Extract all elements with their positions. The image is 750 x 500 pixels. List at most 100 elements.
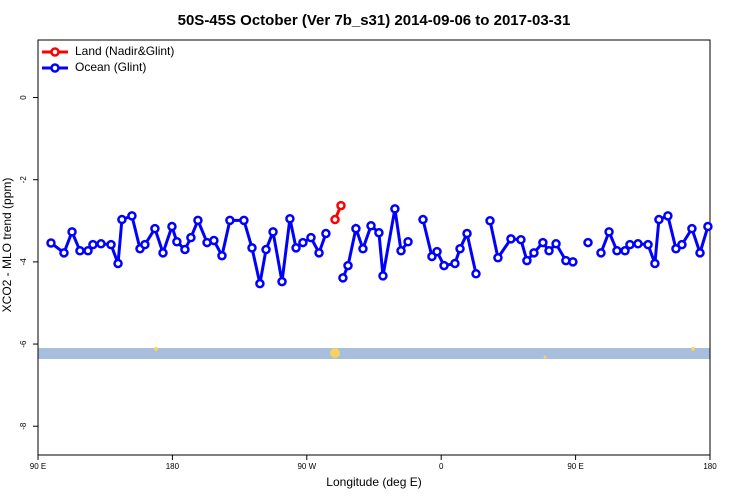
point <box>671 243 681 254</box>
point <box>247 243 257 253</box>
point <box>663 211 673 221</box>
land-spot <box>154 347 158 351</box>
point <box>330 214 340 225</box>
point <box>471 269 481 279</box>
legend-marker <box>50 47 60 57</box>
land-spot <box>330 348 340 358</box>
land-spot <box>691 347 695 351</box>
point <box>390 204 400 214</box>
point <box>291 243 301 253</box>
legend-label: Land (Nadir&Glint) <box>75 44 174 58</box>
y-tick-label: -8 <box>19 422 28 430</box>
point <box>583 237 593 248</box>
point <box>516 234 526 245</box>
point <box>604 227 614 237</box>
point <box>336 200 346 211</box>
legend-label: Ocean (Glint) <box>75 60 146 74</box>
point <box>544 246 554 256</box>
point <box>96 239 106 249</box>
point <box>633 239 643 249</box>
x-tick-label: 90 W <box>297 462 316 471</box>
point <box>186 232 196 243</box>
point <box>677 239 687 250</box>
point <box>209 235 219 246</box>
y-tick-label: 0 <box>19 95 28 100</box>
point <box>239 215 249 226</box>
point <box>172 236 182 247</box>
point <box>298 237 308 248</box>
land-spot <box>543 355 547 359</box>
point <box>321 228 331 239</box>
point <box>650 258 660 269</box>
point <box>455 243 465 254</box>
chart-title: 50S-45S October (Ver 7b_s31) 2014-09-06 … <box>178 12 571 29</box>
point <box>450 258 460 269</box>
point <box>67 227 77 237</box>
point <box>158 248 168 258</box>
x-tick-label: 180 <box>166 462 180 471</box>
point <box>378 271 388 281</box>
point <box>127 211 137 221</box>
point <box>396 246 406 256</box>
point <box>522 255 532 266</box>
point <box>75 246 85 256</box>
y-tick-label: -6 <box>19 340 28 348</box>
point <box>343 260 353 271</box>
point <box>625 239 635 250</box>
point <box>462 228 472 239</box>
y-tick-label: -4 <box>19 258 28 266</box>
point <box>366 220 376 231</box>
point <box>432 246 442 257</box>
point <box>374 227 384 238</box>
point <box>88 239 98 250</box>
point <box>106 239 116 250</box>
point <box>59 248 69 258</box>
point <box>529 248 539 258</box>
x-tick-label: 90 E <box>567 462 583 471</box>
x-tick-label: 180 <box>703 462 717 471</box>
point <box>117 214 127 225</box>
point <box>277 276 287 287</box>
y-tick-label: -2 <box>19 176 28 184</box>
map-strip <box>38 348 710 359</box>
point <box>654 214 664 225</box>
point <box>418 214 428 225</box>
point <box>403 236 413 247</box>
point <box>485 216 495 226</box>
point <box>46 238 56 248</box>
point <box>193 215 203 226</box>
point <box>314 248 324 258</box>
point <box>180 244 190 255</box>
x-tick-label: 90 E <box>30 462 46 471</box>
point <box>643 239 653 250</box>
point <box>538 237 548 248</box>
point <box>113 258 123 269</box>
point <box>217 250 227 261</box>
y-axis-label: XCO2 - MLO trend (ppm) <box>0 178 14 313</box>
point <box>358 243 368 254</box>
point <box>351 223 361 234</box>
point <box>150 223 160 234</box>
point <box>268 227 278 237</box>
series-line <box>50 208 710 284</box>
point <box>255 278 265 289</box>
point <box>612 246 622 256</box>
point <box>167 221 177 232</box>
point <box>596 248 606 258</box>
point <box>695 248 705 258</box>
point <box>306 232 316 243</box>
point <box>261 244 271 255</box>
point <box>551 239 561 249</box>
point <box>687 223 697 234</box>
point <box>439 260 449 271</box>
point <box>620 246 630 256</box>
point <box>506 234 516 244</box>
point <box>285 213 295 224</box>
legend-marker <box>50 63 60 73</box>
point <box>338 273 348 283</box>
x-axis-label: Longitude (deg E) <box>326 475 421 489</box>
point <box>83 246 93 256</box>
point <box>493 253 503 263</box>
point <box>140 239 150 250</box>
